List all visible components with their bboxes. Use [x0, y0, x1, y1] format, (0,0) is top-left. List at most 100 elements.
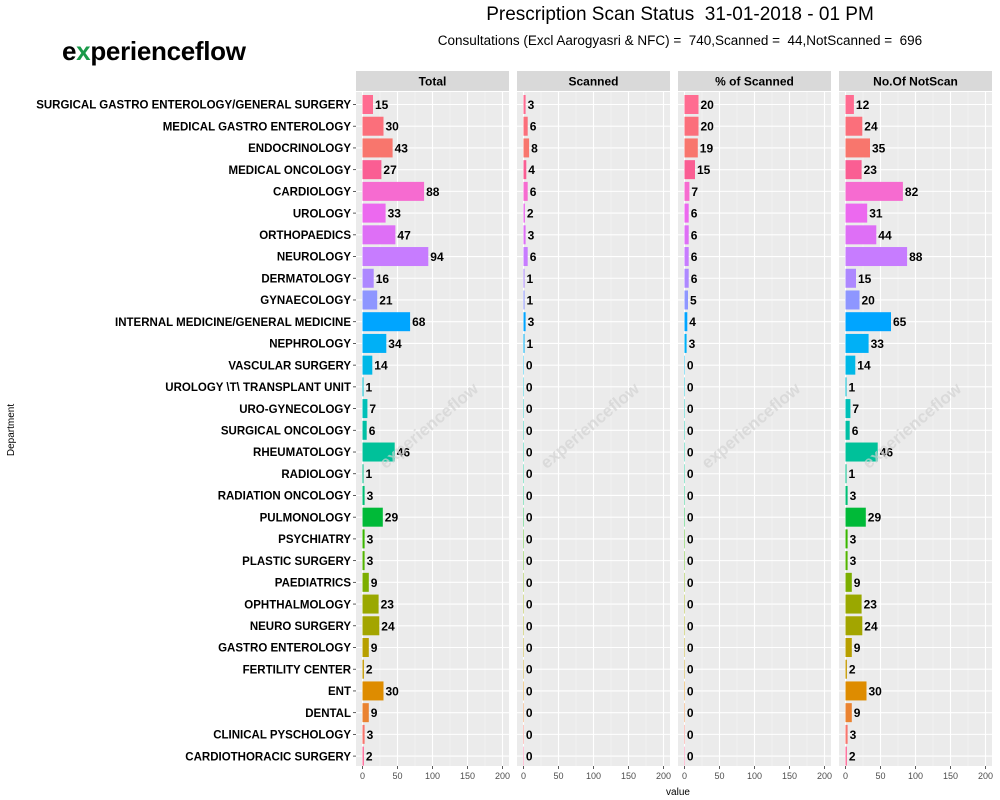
data-label: 0: [687, 532, 694, 546]
bar: [362, 290, 378, 310]
data-label: 6: [530, 120, 537, 134]
bar: [845, 355, 856, 375]
data-label: 23: [864, 598, 878, 612]
bar: [362, 464, 364, 484]
data-label: 0: [526, 489, 533, 503]
bar: [362, 724, 365, 744]
facet-strip: [356, 71, 509, 91]
bar: [684, 116, 699, 136]
data-label: 68: [412, 315, 426, 329]
brand-logo: experienceflow: [62, 36, 246, 67]
logo-text-left: e: [62, 36, 77, 66]
data-label: 23: [381, 598, 395, 612]
y-tick-label: PULMONOLOGY: [260, 512, 352, 524]
bar: [362, 681, 384, 701]
data-label: 0: [526, 402, 533, 416]
bar: [845, 746, 847, 766]
bar: [523, 160, 527, 180]
bar: [684, 138, 698, 158]
data-label: 0: [526, 380, 533, 394]
y-tick-label: CARDIOLOGY: [273, 187, 351, 199]
bar: [362, 138, 393, 158]
data-label: 0: [526, 424, 533, 438]
bar: [523, 268, 525, 288]
data-label: 65: [893, 315, 907, 329]
x-tick-label: 0: [843, 771, 848, 781]
bar: [362, 377, 364, 397]
bar: [845, 507, 866, 527]
facet-panel-3: % of Scanned2020191576666543000000000000…: [678, 71, 832, 781]
data-label: 20: [701, 120, 715, 134]
data-label: 1: [366, 467, 373, 481]
bar: [845, 138, 870, 158]
data-label: 3: [528, 315, 535, 329]
y-tick-label: NEURO SURGERY: [250, 621, 351, 633]
y-tick-label: NEUROLOGY: [277, 252, 351, 264]
bar: [845, 203, 868, 223]
data-label: 9: [854, 641, 861, 655]
data-label: 7: [691, 185, 698, 199]
bar: [845, 703, 852, 723]
bar: [845, 681, 867, 701]
x-tick-label: 0: [521, 771, 526, 781]
bar: [845, 399, 851, 419]
data-label: 0: [526, 641, 533, 655]
data-label: 12: [856, 98, 870, 112]
y-tick-label: UROLOGY: [293, 208, 351, 220]
bar: [845, 724, 848, 744]
bar: [845, 333, 869, 353]
data-label: 16: [376, 272, 390, 286]
y-tick-label: NEPHROLOGY: [269, 339, 351, 351]
bar: [362, 594, 379, 614]
bar: [362, 333, 387, 353]
data-label: 9: [854, 576, 861, 590]
data-label: 21: [379, 293, 393, 307]
x-tick-label: 50: [553, 771, 563, 781]
bar: [362, 616, 380, 636]
data-label: 0: [687, 576, 694, 590]
data-label: 3: [850, 489, 857, 503]
bar: [845, 551, 848, 571]
x-tick-label: 150: [621, 771, 636, 781]
data-label: 20: [701, 98, 715, 112]
bar: [362, 572, 369, 592]
data-label: 9: [371, 706, 378, 720]
y-tick-label: OPHTHALMOLOGY: [244, 599, 351, 611]
bar: [845, 181, 903, 201]
data-label: 43: [395, 141, 409, 155]
data-label: 88: [909, 250, 923, 264]
data-label: 29: [385, 511, 399, 525]
facet-strip: [839, 71, 992, 91]
bar: [523, 247, 528, 267]
y-tick-label: VASCULAR SURGERY: [228, 360, 351, 372]
y-tick-label: MEDICAL ONCOLOGY: [229, 165, 352, 177]
bar: [684, 247, 689, 267]
logo-mark: x: [76, 36, 91, 66]
data-label: 2: [849, 750, 856, 764]
data-label: 3: [528, 228, 535, 242]
data-label: 8: [531, 141, 538, 155]
data-label: 0: [526, 619, 533, 633]
data-label: 0: [526, 598, 533, 612]
data-label: 30: [386, 120, 400, 134]
data-label: 0: [687, 467, 694, 481]
data-label: 29: [868, 511, 882, 525]
data-label: 0: [526, 684, 533, 698]
data-label: 6: [530, 250, 537, 264]
bar: [362, 420, 367, 440]
bar: [845, 485, 848, 505]
bar: [845, 594, 862, 614]
data-label: 0: [687, 359, 694, 373]
y-tick-label: CLINICAL PYSCHOLOGY: [213, 730, 351, 742]
bar: [684, 268, 689, 288]
data-label: 0: [687, 641, 694, 655]
x-tick-label: 50: [392, 771, 402, 781]
bar: [845, 377, 847, 397]
data-label: 6: [691, 207, 698, 221]
data-label: 3: [367, 728, 374, 742]
data-label: 2: [366, 750, 373, 764]
bar: [362, 268, 374, 288]
bar: [684, 203, 689, 223]
bar: [845, 225, 877, 245]
